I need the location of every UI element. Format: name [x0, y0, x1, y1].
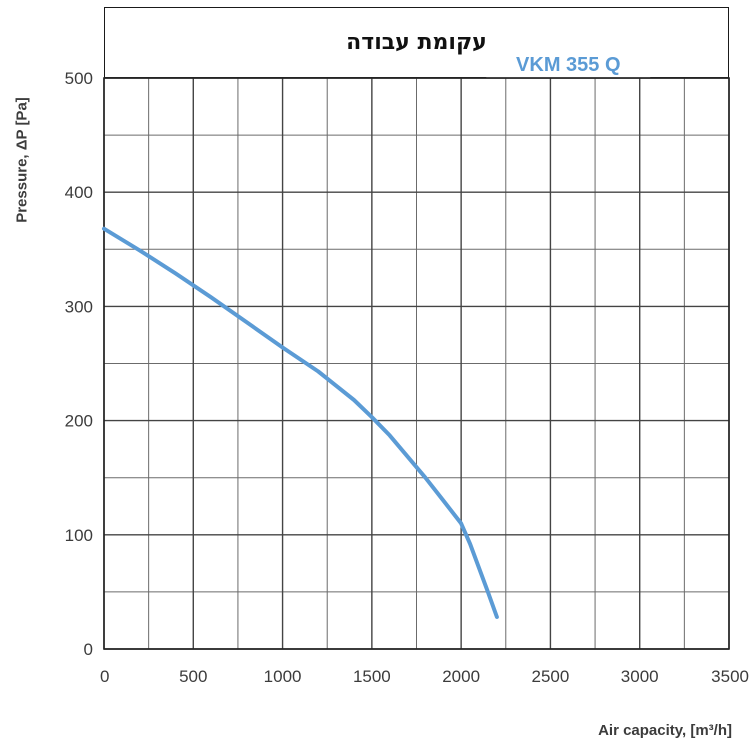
x-tick-label: 500: [179, 667, 207, 686]
x-tick-label: 0: [100, 667, 109, 686]
x-tick-label: 3000: [621, 667, 659, 686]
chart-title: עקומת עבודה: [104, 7, 729, 78]
x-tick-label: 2000: [442, 667, 480, 686]
y-tick-label: 100: [65, 526, 93, 545]
series-label: VKM 355 Q: [516, 54, 620, 76]
y-axis-label: Pressure, ΔP [Pa]: [13, 97, 31, 223]
x-tick-label: 1500: [353, 667, 391, 686]
x-tick-label: 3500: [711, 667, 749, 686]
plot-border: [103, 77, 730, 650]
x-tick-label: 1000: [264, 667, 302, 686]
y-tick-label: 400: [65, 183, 93, 202]
series-line: [102, 226, 499, 619]
y-tick-label: 0: [84, 640, 93, 659]
x-axis-label: Air capacity, [m³/h]: [598, 722, 732, 739]
series-label-bg: [486, 53, 651, 78]
y-tick-label: 200: [65, 412, 93, 431]
x-tick-label: 2500: [532, 667, 570, 686]
y-tick-label: 500: [65, 69, 93, 88]
y-tick-label: 300: [65, 297, 93, 316]
